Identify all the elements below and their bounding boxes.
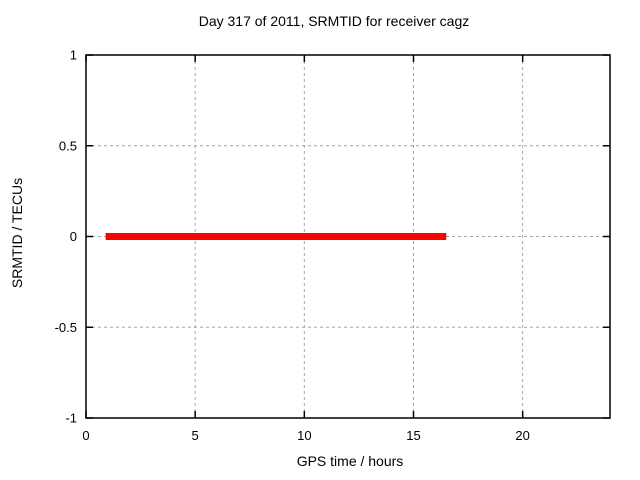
y-tick-label: 1	[70, 48, 77, 63]
y-tick-label: 0.5	[59, 138, 77, 153]
x-axis-label: GPS time / hours	[296, 453, 404, 469]
x-tick-label: 0	[82, 428, 89, 443]
x-tick-label: 5	[192, 428, 199, 443]
y-tick-label: 0	[70, 229, 77, 244]
x-tick-label: 10	[297, 428, 311, 443]
chart-title: Day 317 of 2011, SRMTID for receiver cag…	[198, 13, 470, 29]
x-tick-label: 15	[406, 428, 420, 443]
y-tick-label: -0.5	[55, 320, 77, 335]
y-tick-label: -1	[65, 411, 77, 426]
x-tick-label: 20	[515, 428, 529, 443]
